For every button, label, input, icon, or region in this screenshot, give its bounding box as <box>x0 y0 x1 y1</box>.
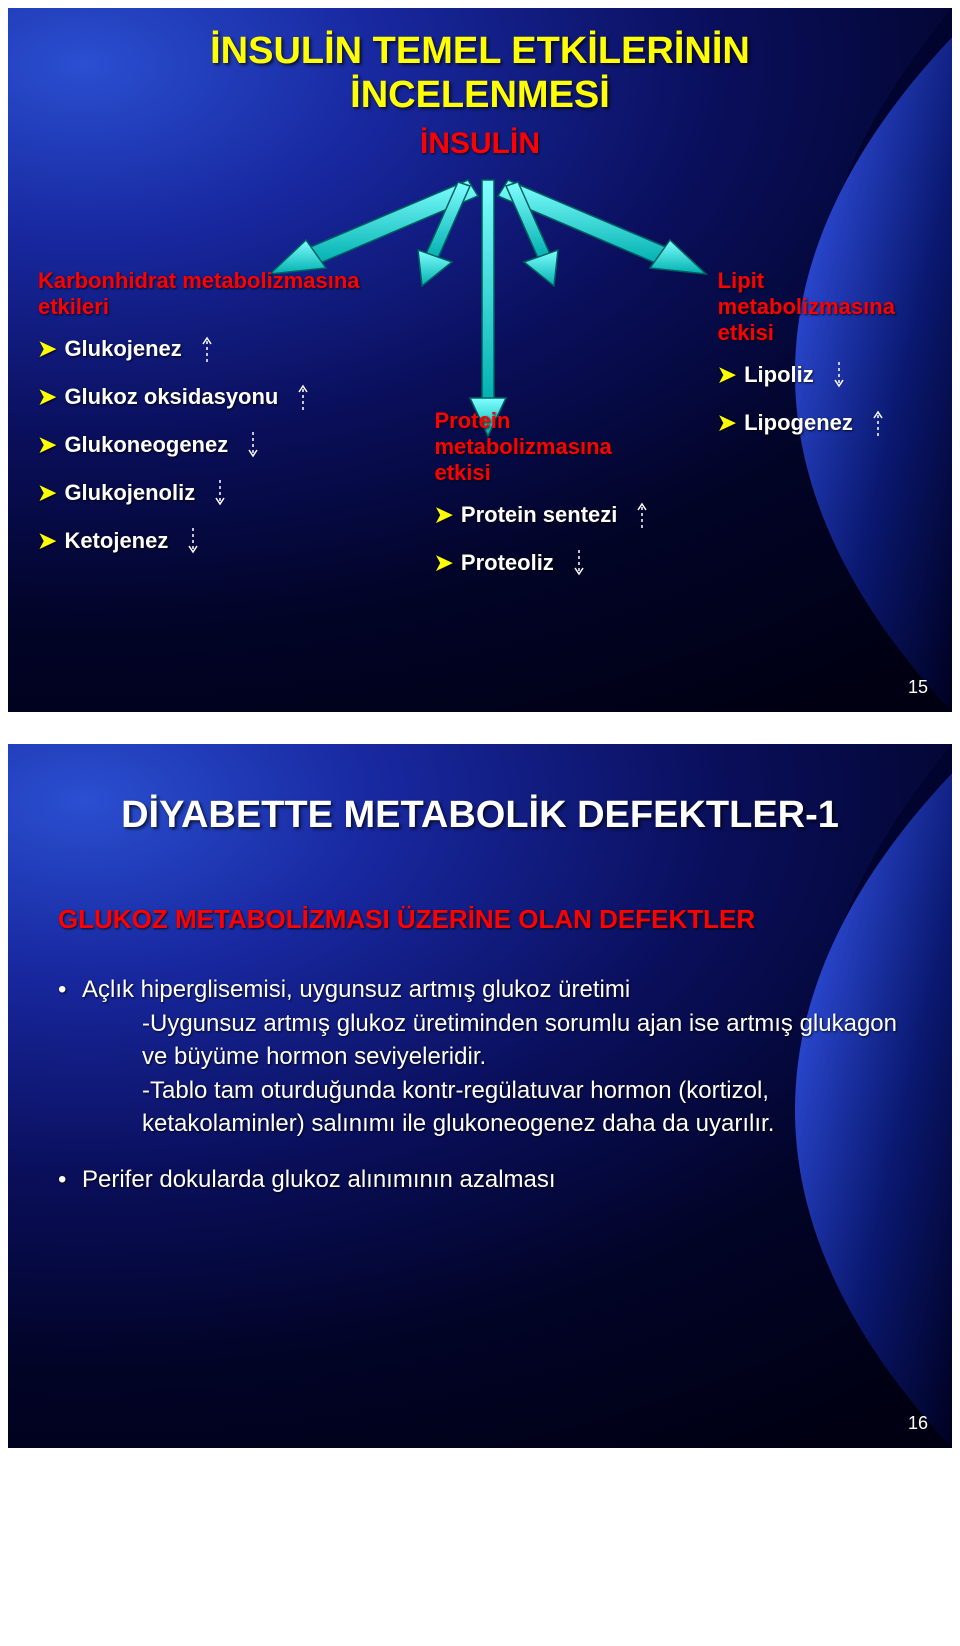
col-protein: Protein metabolizmasına etkisi ➤Protein … <box>404 268 687 596</box>
metabolism-item: ➤Lipogenez <box>718 408 922 438</box>
chevron-icon: ➤ <box>38 336 56 362</box>
arrow-up-icon <box>200 334 214 364</box>
bullet-1: Açlık hiperglisemisi, uygunsuz artmış gl… <box>58 974 902 1140</box>
slide-2-title: DİYABETTE METABOLİK DEFEKTLER-1 <box>8 794 952 838</box>
metabolism-item: ➤Ketojenez <box>38 526 374 556</box>
arrow-up-icon <box>296 382 310 412</box>
arrow-up-icon <box>871 408 885 438</box>
bullet-1-sub2: -Tablo tam oturduğunda kontr-regülatuvar… <box>82 1075 902 1140</box>
arrow-down-icon <box>213 478 227 508</box>
arrow-up-icon <box>635 500 649 530</box>
title-line-1: İNSULİN TEMEL ETKİLERİNİN <box>210 30 750 72</box>
col-head-lipid: Lipit metabolizmasına etkisi <box>718 268 922 346</box>
col-lipid: Lipit metabolizmasına etkisi ➤Lipoliz ➤Li… <box>688 268 952 596</box>
slide-1-title: İNSULİN TEMEL ETKİLERİNİN İNCELENMESİ <box>8 30 952 117</box>
col-head-carb: Karbonhidrat metabolizmasına etkileri <box>38 268 374 320</box>
chevron-icon: ➤ <box>38 480 56 506</box>
metabolism-item: ➤Glukojenoliz <box>38 478 374 508</box>
metabolism-item: ➤Lipoliz <box>718 360 922 390</box>
slide-1: İNSULİN TEMEL ETKİLERİNİN İNCELENMESİ İN… <box>0 0 960 720</box>
page-number: 15 <box>908 677 928 698</box>
page-number: 16 <box>908 1413 928 1434</box>
slide-2: DİYABETTE METABOLİK DEFEKTLER-1 GLUKOZ M… <box>0 736 960 1456</box>
title-line-2: İNCELENMESİ <box>350 74 610 116</box>
metabolism-item: ➤Glukoz oksidasyonu <box>38 382 374 412</box>
bullet-2: Perifer dokularda glukoz alınımının azal… <box>58 1164 902 1196</box>
slide-2-body: Açlık hiperglisemisi, uygunsuz artmış gl… <box>58 974 902 1220</box>
slide-1-subtitle: İNSULİN <box>8 127 952 161</box>
chevron-icon: ➤ <box>434 502 452 528</box>
arrow-down-icon <box>246 430 260 460</box>
chevron-icon: ➤ <box>718 410 736 436</box>
bullet-1-sub1: -Uygunsuz artmış glukoz üretiminden soru… <box>82 1008 902 1073</box>
arrow-down-icon <box>832 360 846 390</box>
chevron-icon: ➤ <box>434 550 452 576</box>
red-subhead: GLUKOZ METABOLİZMASI ÜZERİNE OLAN DEFEKT… <box>58 904 902 935</box>
chevron-icon: ➤ <box>718 362 736 388</box>
col-carbohydrate: Karbonhidrat metabolizmasına etkileri ➤G… <box>8 268 404 596</box>
metabolism-item: ➤Protein sentezi <box>434 500 657 530</box>
metabolism-item: ➤Glukoneogenez <box>38 430 374 460</box>
arrow-down-icon <box>572 548 586 578</box>
arrow-down-icon <box>186 526 200 556</box>
chevron-icon: ➤ <box>38 432 56 458</box>
col-head-protein: Protein metabolizmasına etkisi <box>434 408 657 486</box>
metabolism-item: ➤Glukojenez <box>38 334 374 364</box>
chevron-icon: ➤ <box>38 384 56 410</box>
chevron-icon: ➤ <box>38 528 56 554</box>
metabolism-item: ➤Proteoliz <box>434 548 657 578</box>
